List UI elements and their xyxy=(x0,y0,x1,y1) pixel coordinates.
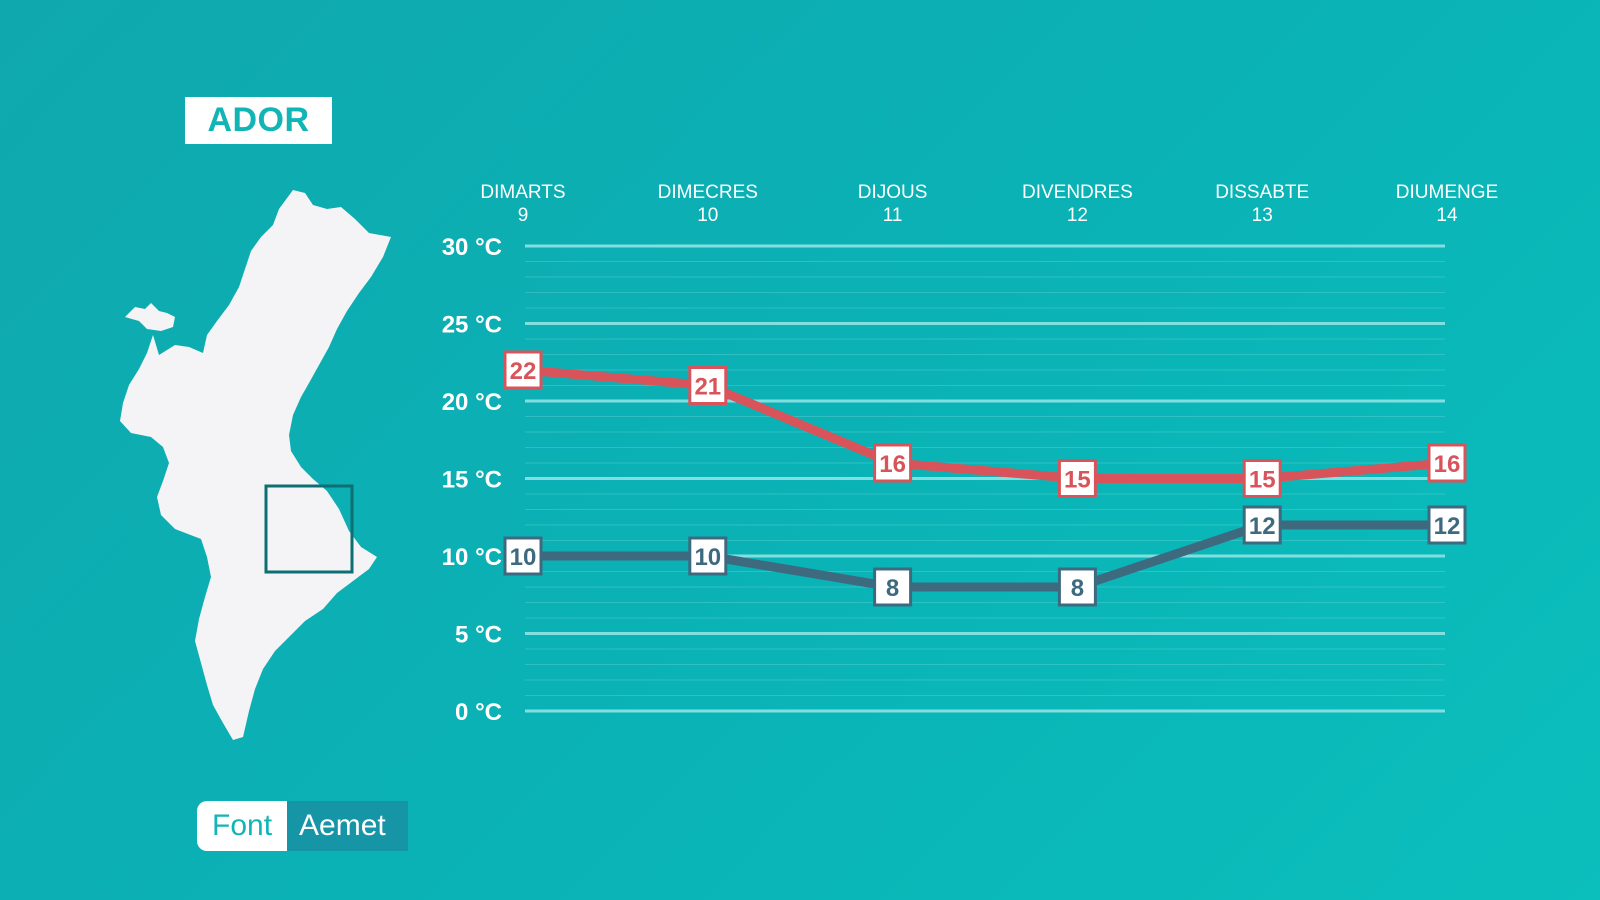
island-shape xyxy=(125,303,175,331)
min-temperature-value-label: 8 xyxy=(1071,575,1084,602)
y-tick-label: 15 °C xyxy=(442,467,502,494)
min-temperature-value-label: 10 xyxy=(510,544,537,571)
max-temperature-point xyxy=(1427,443,1467,483)
y-tick-label: 5 °C xyxy=(455,622,502,649)
day-date-label: 14 xyxy=(1436,205,1458,226)
day-date-label: 9 xyxy=(518,205,529,226)
max-temperature-value-label: 16 xyxy=(879,451,906,478)
min-temperature-line xyxy=(523,520,1447,592)
valencian-community-map-icon xyxy=(115,185,395,755)
day-name-label: DISSABTE xyxy=(1215,182,1309,203)
day-date-label: 12 xyxy=(1067,205,1088,226)
series-layer: 22 21 16 15 15 16 10 10 8 8 12 12 xyxy=(503,350,1467,607)
source-label: Font xyxy=(197,801,288,851)
max-temperature-value-label: 15 xyxy=(1249,467,1276,494)
max-temperature-line xyxy=(522,365,1448,483)
source-badge: Font Aemet xyxy=(197,801,408,851)
min-temperature-point xyxy=(1057,567,1097,607)
min-temperature-point xyxy=(1242,505,1282,545)
y-axis-ticks: 30 °C 25 °C 20 °C 15 °C 10 °C 5 °C 0 °C xyxy=(442,234,502,726)
min-temperature-value-label: 12 xyxy=(1249,513,1276,540)
day-date-label: 11 xyxy=(883,205,903,226)
source-value: Aemet xyxy=(287,801,408,851)
max-temperature-point xyxy=(688,366,728,405)
day-date-label: 10 xyxy=(697,205,718,226)
location-badge: ADOR xyxy=(185,97,332,144)
max-temperature-value-label: 21 xyxy=(694,374,721,401)
max-temperature-value-label: 22 xyxy=(510,358,537,385)
day-date-label: 13 xyxy=(1252,205,1273,226)
day-name-label: DIVENDRES xyxy=(1022,182,1133,203)
day-name-label: DIMARTS xyxy=(480,182,565,203)
max-temperature-point xyxy=(1057,459,1097,498)
grid-layer xyxy=(525,244,1445,713)
max-temperature-value-label: 15 xyxy=(1064,467,1091,494)
day-name-label: DIJOUS xyxy=(858,182,928,203)
max-temperature-value-label: 16 xyxy=(1434,451,1461,478)
min-temperature-point xyxy=(1427,505,1467,545)
y-tick-label: 25 °C xyxy=(442,312,502,339)
max-temperature-point xyxy=(1242,459,1282,498)
min-temperature-value-label: 8 xyxy=(886,575,899,602)
region-shape xyxy=(120,190,391,740)
y-tick-label: 30 °C xyxy=(442,234,502,261)
min-temperature-point xyxy=(688,536,728,576)
max-temperature-point xyxy=(503,350,543,390)
y-tick-label: 0 °C xyxy=(455,699,502,726)
min-temperature-point xyxy=(873,567,913,607)
location-highlight-box xyxy=(264,484,354,574)
y-tick-label: 20 °C xyxy=(442,389,502,416)
max-temperature-point xyxy=(873,443,913,483)
day-name-label: DIUMENGE xyxy=(1396,182,1498,203)
day-name-label: DIMECRES xyxy=(658,182,758,203)
min-temperature-point xyxy=(503,536,543,576)
location-name: ADOR xyxy=(207,101,310,139)
min-temperature-value-label: 10 xyxy=(694,544,721,571)
y-tick-label: 10 °C xyxy=(442,544,502,571)
min-temperature-value-label: 12 xyxy=(1434,513,1461,540)
